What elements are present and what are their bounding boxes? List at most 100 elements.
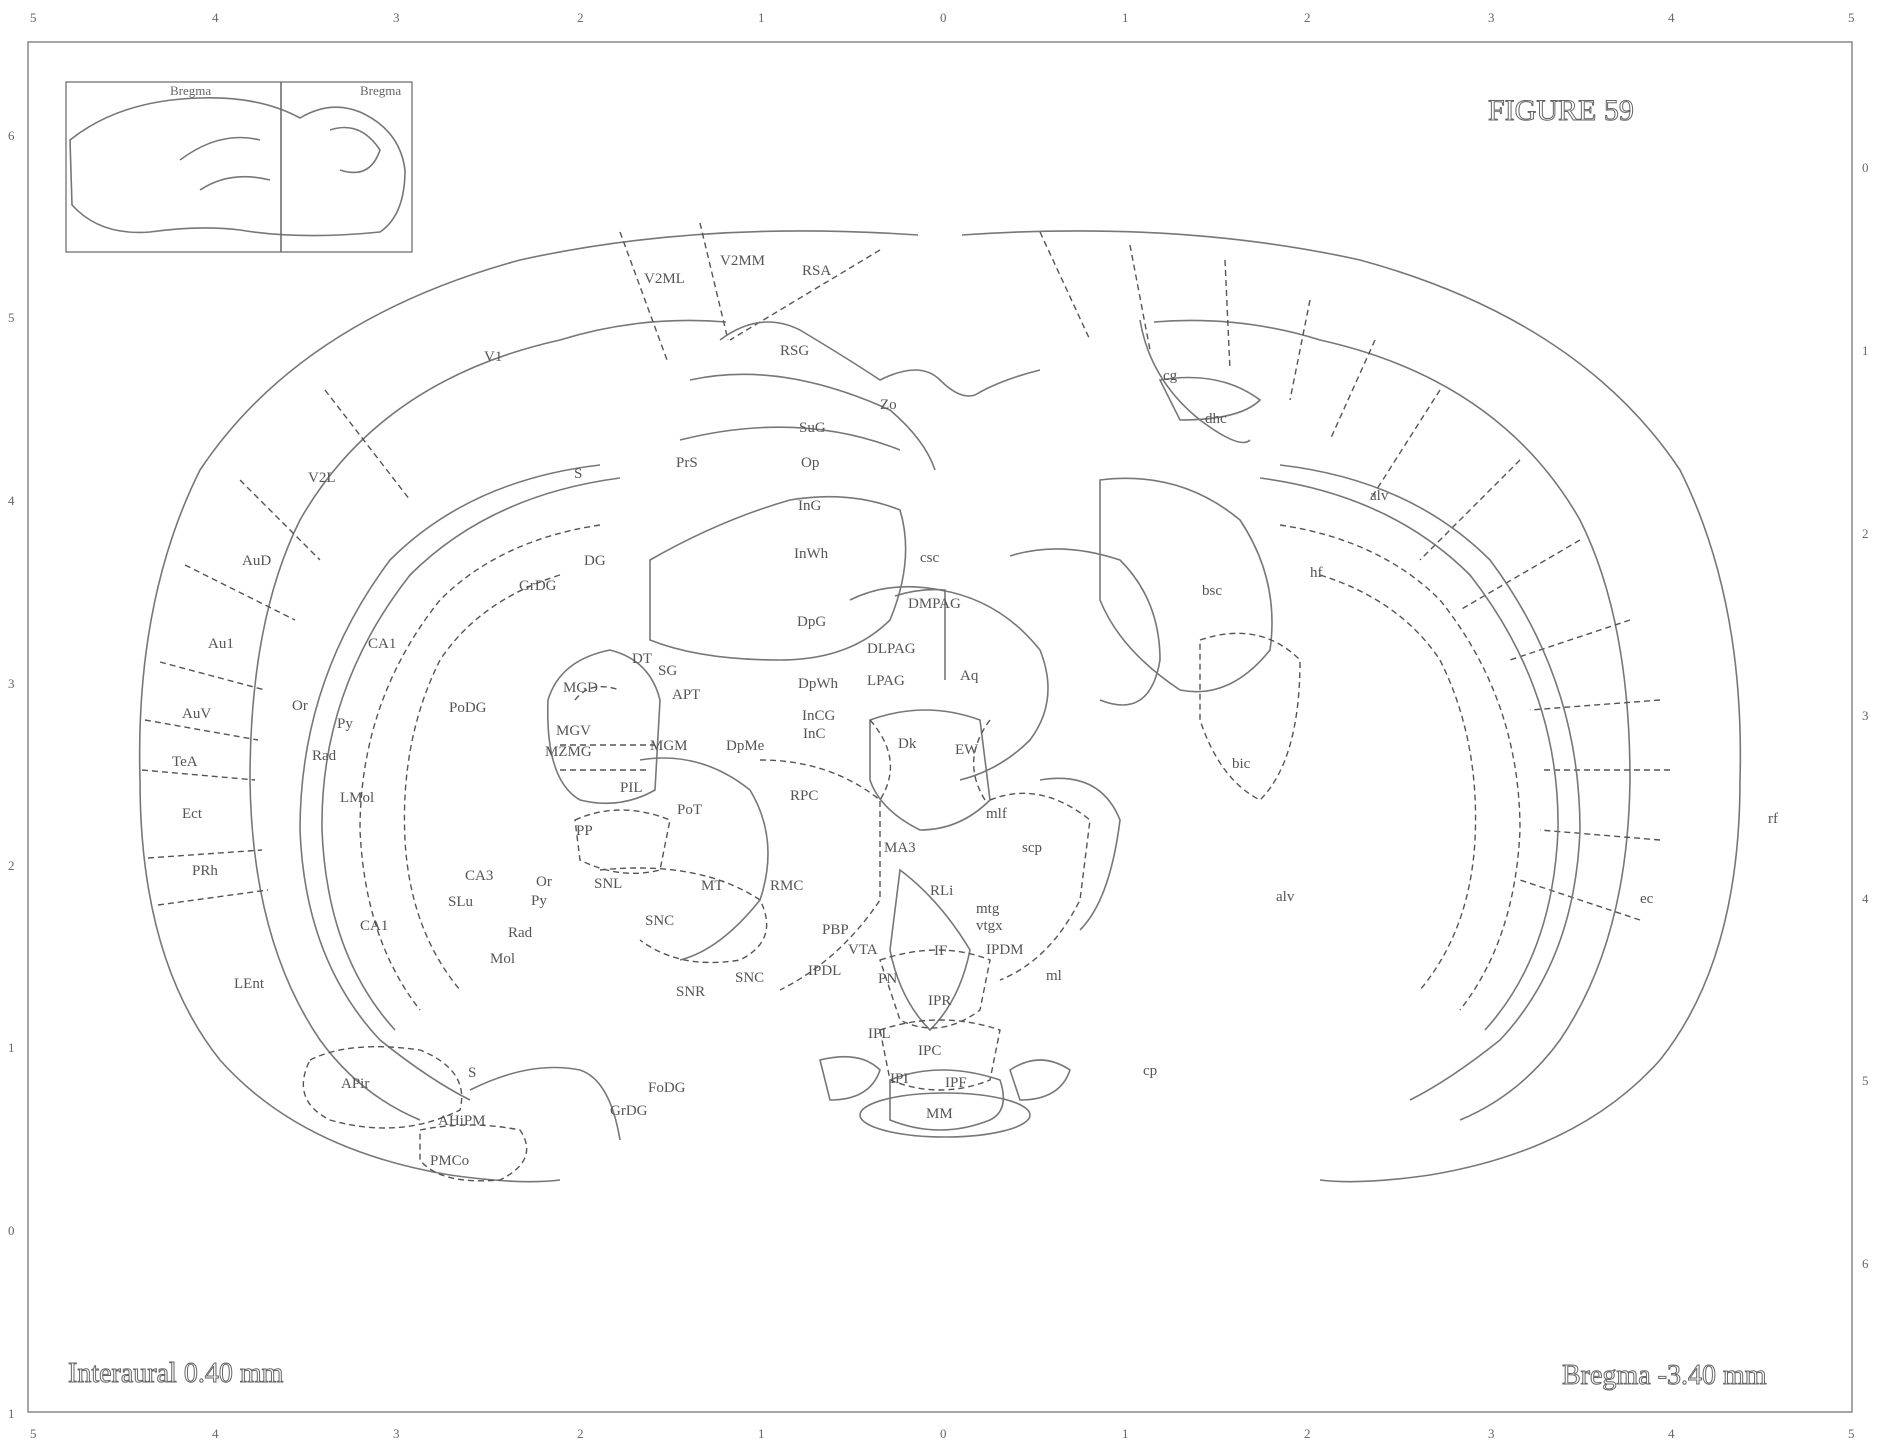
interaural-label: Interaural 0.40 mm — [68, 1358, 284, 1389]
top-tick: 0 — [940, 10, 947, 25]
left-tick: 6 — [8, 128, 15, 143]
label-RLi: RLi — [930, 883, 953, 899]
label-APir: APir — [341, 1076, 369, 1092]
label-AuV: AuV — [182, 706, 211, 722]
label-Rad: Rad — [312, 748, 337, 764]
label-IPI: IPI — [890, 1071, 908, 1087]
label-scp: scp — [1022, 840, 1042, 856]
label-VTA: VTA — [848, 942, 878, 958]
label-IPR: IPR — [928, 993, 951, 1009]
label-InWh: InWh — [794, 546, 829, 562]
label-CA3: CA3 — [465, 868, 493, 884]
label-CA1: CA1 — [368, 636, 396, 652]
label-InC: InC — [803, 726, 826, 742]
label-bic: bic — [1232, 756, 1251, 772]
label-SNR: SNR — [676, 984, 705, 1000]
sagittal-inset: Bregma Bregma — [65, 81, 413, 253]
bottom-tick: 1 — [1122, 1426, 1129, 1441]
label-DMPAG: DMPAG — [908, 596, 961, 612]
label-Rad-2: Rad — [508, 925, 533, 941]
label-DpG: DpG — [797, 614, 826, 630]
right-tick: 1 — [1862, 343, 1869, 358]
label-SuG: SuG — [799, 420, 826, 436]
label-IPC: IPC — [918, 1043, 941, 1059]
label-InCG: InCG — [802, 708, 836, 724]
top-tick: 5 — [30, 10, 37, 25]
bottom-tick: 4 — [212, 1426, 219, 1441]
label-Or-2: Or — [536, 874, 552, 890]
bottom-tick: 0 — [940, 1426, 947, 1441]
top-tick: 4 — [212, 10, 219, 25]
label-S-lower: S — [468, 1065, 476, 1081]
label-SNC-2: SNC — [735, 970, 764, 986]
label-IPDL: IPDL — [808, 963, 841, 979]
top-tick: 2 — [1304, 10, 1311, 25]
label-mlf: mlf — [986, 806, 1007, 822]
label-Au1: Au1 — [208, 636, 234, 652]
label-Or: Or — [292, 698, 308, 714]
label-PBP: PBP — [822, 922, 849, 938]
label-DLPAG: DLPAG — [867, 641, 916, 657]
right-hemisphere — [961, 230, 1742, 1183]
label-APT: APT — [672, 687, 700, 703]
label-Dk: Dk — [898, 736, 917, 752]
label-MM: MM — [926, 1106, 953, 1122]
region-labels: V1 V2ML V2MM RSA RSG V2L AuD Au1 AuV TeA… — [172, 253, 1778, 1169]
label-LMol: LMol — [340, 790, 374, 806]
label-Aq: Aq — [960, 668, 979, 684]
right-tick: 0 — [1862, 160, 1869, 175]
label-csc: csc — [920, 550, 939, 566]
label-vtgx: vtgx — [976, 918, 1003, 934]
bottom-tick: 2 — [1304, 1426, 1311, 1441]
label-alv: alv — [1370, 488, 1389, 504]
label-MGD: MGD — [563, 680, 598, 696]
label-RMC: RMC — [770, 878, 803, 894]
label-AuD: AuD — [242, 553, 271, 569]
label-MA3: MA3 — [884, 840, 916, 856]
label-GrDG-2: GrDG — [610, 1103, 648, 1119]
bottom-tick: 3 — [1488, 1426, 1495, 1441]
left-hemisphere — [138, 222, 919, 1183]
right-tick: 6 — [1862, 1256, 1869, 1271]
label-GrDG: GrDG — [519, 578, 557, 594]
label-ec: ec — [1640, 891, 1654, 907]
label-SNL: SNL — [594, 876, 622, 892]
label-hf: hf — [1310, 565, 1323, 581]
bottom-tick: 3 — [393, 1426, 400, 1441]
right-axis: 0 1 2 3 4 5 6 — [1862, 160, 1869, 1271]
label-Ect: Ect — [182, 806, 203, 822]
label-DT: DT — [632, 651, 652, 667]
left-tick: 1 — [8, 1406, 15, 1421]
label-MGV: MGV — [556, 723, 591, 739]
left-axis: 6 5 4 3 2 1 0 1 — [8, 128, 15, 1421]
midbrain — [639, 321, 1273, 1138]
label-Mol: Mol — [490, 951, 515, 967]
label-DpWh: DpWh — [798, 676, 838, 692]
inset-bregma-right: Bregma — [360, 83, 401, 98]
label-LEnt: LEnt — [234, 976, 265, 992]
label-Op: Op — [801, 455, 819, 471]
label-PrS: PrS — [676, 455, 698, 471]
label-LPAG: LPAG — [867, 673, 905, 689]
label-Py-2: Py — [531, 893, 547, 909]
label-bsc: bsc — [1202, 583, 1222, 599]
bottom-tick: 1 — [758, 1426, 765, 1441]
inset-bregma-left: Bregma — [170, 83, 211, 98]
right-tick: 4 — [1862, 891, 1869, 906]
label-Py: Py — [337, 716, 353, 732]
label-MZMG: MZMG — [545, 744, 592, 760]
top-tick: 5 — [1848, 10, 1855, 25]
label-DG: DG — [584, 553, 606, 569]
right-tick: 3 — [1862, 708, 1869, 723]
label-V2ML: V2ML — [644, 271, 685, 287]
label-mtg: mtg — [976, 901, 1000, 917]
label-SG: SG — [658, 663, 677, 679]
label-SNC: SNC — [645, 913, 674, 929]
right-tick: 2 — [1862, 526, 1869, 541]
left-tick: 0 — [8, 1223, 15, 1238]
label-PoDG: PoDG — [449, 700, 487, 716]
label-PMCo: PMCo — [430, 1153, 469, 1169]
label-ml: ml — [1046, 968, 1062, 984]
label-V2MM: V2MM — [720, 253, 765, 269]
